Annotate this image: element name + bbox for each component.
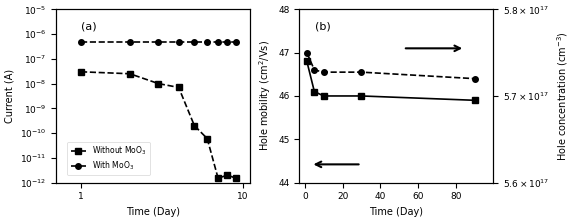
Without MoO$_3$ — [155, 82, 162, 85]
Y-axis label: Current (A): Current (A) — [4, 69, 14, 123]
X-axis label: Time (Day): Time (Day) — [369, 207, 424, 217]
Without MoO$_3$ — [77, 70, 84, 73]
Without MoO$_3$ — [191, 124, 198, 127]
With MoO$_3$ — [126, 40, 133, 43]
With MoO$_3$ — [175, 40, 182, 43]
Text: (b): (b) — [315, 21, 331, 31]
Without MoO$_3$ — [126, 72, 133, 75]
X-axis label: Time (Day): Time (Day) — [126, 207, 180, 217]
Without MoO$_3$ — [224, 174, 231, 176]
Y-axis label: Hole mobility (cm$^2$/Vs): Hole mobility (cm$^2$/Vs) — [257, 40, 273, 151]
With MoO$_3$ — [224, 40, 231, 43]
Line: With MoO$_3$: With MoO$_3$ — [78, 39, 239, 44]
Y-axis label: Hole concentration (cm$^{-3}$): Hole concentration (cm$^{-3}$) — [555, 31, 570, 161]
With MoO$_3$ — [215, 40, 222, 43]
Without MoO$_3$ — [232, 177, 239, 179]
Line: Without MoO$_3$: Without MoO$_3$ — [78, 69, 239, 181]
Text: (a): (a) — [81, 21, 97, 31]
With MoO$_3$ — [77, 40, 84, 43]
Without MoO$_3$ — [215, 177, 222, 179]
Legend: Without MoO$_3$, With MoO$_3$: Without MoO$_3$, With MoO$_3$ — [68, 142, 150, 175]
With MoO$_3$ — [232, 40, 239, 43]
With MoO$_3$ — [191, 40, 198, 43]
With MoO$_3$ — [155, 40, 162, 43]
Without MoO$_3$ — [204, 137, 211, 140]
Without MoO$_3$ — [175, 86, 182, 89]
With MoO$_3$ — [204, 40, 211, 43]
